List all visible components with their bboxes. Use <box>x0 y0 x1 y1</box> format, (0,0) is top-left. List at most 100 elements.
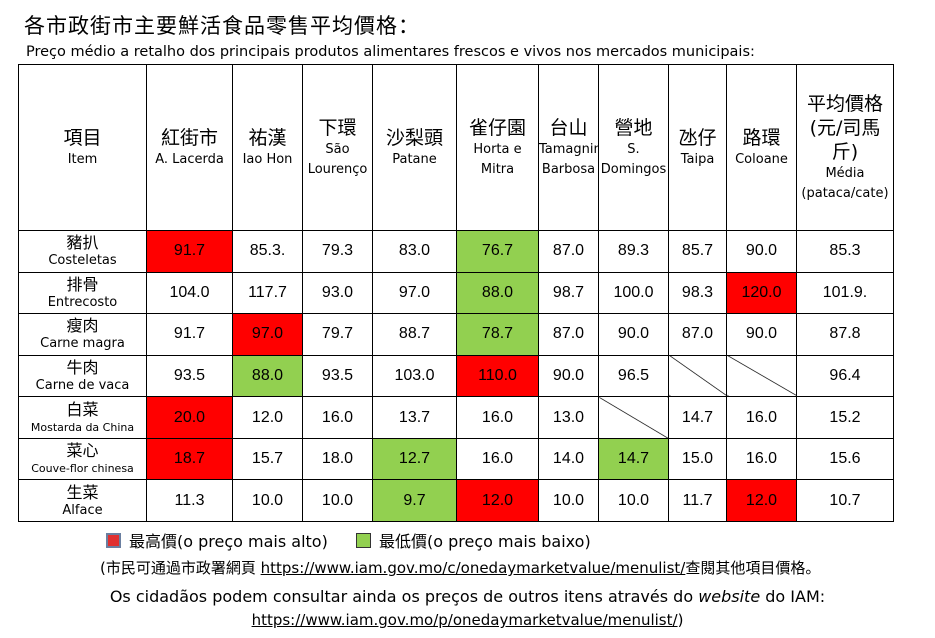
price-cell: 14.7 <box>598 437 669 481</box>
item-cell: 排骨 Entrecosto <box>18 271 147 315</box>
average-cell: 85.3 <box>796 230 894 273</box>
price-cell: 14.0 <box>538 437 599 481</box>
price-cell: 90.0 <box>726 230 797 273</box>
table-row: 排骨 Entrecosto 104.0 117.7 93.0 97.0 88.0 98.7 10… <box>18 271 894 315</box>
header-market: 下環 São Lourenço <box>302 64 373 231</box>
price-cell: 15.0 <box>668 437 727 481</box>
price-cell: 12.0 <box>232 396 303 439</box>
price-cell: 85.7 <box>668 230 727 273</box>
note-zh: (市民可通過市政署網頁 https://www.iam.gov.mo/c/one… <box>100 559 821 577</box>
price-cell: 96.5 <box>598 354 669 398</box>
average-cell: 15.6 <box>796 437 894 481</box>
header-market: 沙梨頭 Patane <box>372 64 457 231</box>
price-cell: 18.0 <box>302 437 373 481</box>
price-cell: 91.7 <box>146 230 233 273</box>
price-cell: 16.0 <box>726 396 797 439</box>
price-cell: 12.0 <box>456 479 539 522</box>
price-cell: 90.0 <box>538 354 599 398</box>
price-cell: 13.0 <box>538 396 599 439</box>
average-cell: 96.4 <box>796 354 894 398</box>
price-cell: 103.0 <box>372 354 457 398</box>
price-cell: 14.7 <box>668 396 727 439</box>
price-cell: 104.0 <box>146 271 233 315</box>
average-cell: 87.8 <box>796 313 894 356</box>
item-cell: 豬扒 Costeletas <box>18 230 147 273</box>
lowest-swatch-icon <box>356 533 371 548</box>
header-average: 平均價格 (元/司馬斤) Média (pataca/cate) <box>796 64 894 231</box>
price-cell: 79.7 <box>302 313 373 356</box>
table-row: 豬扒 Costeletas 91.7 85.3. 79.3 83.0 76.7 87.0 89.… <box>18 230 894 273</box>
note-pt: Os cidadãos podem consultar ainda os pre… <box>109 587 826 606</box>
table-row: 牛肉 Carne de vaca 93.5 88.0 93.5 103.0 110.0 90.… <box>18 354 894 398</box>
price-cell: 87.0 <box>538 313 599 356</box>
legend-lowest: 最低價(o preço mais baixo) <box>356 528 591 552</box>
item-cell: 生菜 Alface <box>18 479 147 522</box>
price-cell: 98.3 <box>668 271 727 315</box>
price-cell: 110.0 <box>456 354 539 398</box>
price-cell: 93.0 <box>302 271 373 315</box>
price-cell: 10.0 <box>538 479 599 522</box>
price-cell: 10.0 <box>232 479 303 522</box>
price-cell: 88.0 <box>232 354 303 398</box>
price-cell: 78.7 <box>456 313 539 356</box>
table-row: 菜心 Couve-flor chinesa 18.7 15.7 18.0 12.7 16.0… <box>18 437 894 481</box>
price-cell: 117.7 <box>232 271 303 315</box>
price-cell: 16.0 <box>302 396 373 439</box>
price-cell: 97.0 <box>232 313 303 356</box>
note-zh-link[interactable]: https://www.iam.gov.mo/c/onedaymarketval… <box>260 559 686 577</box>
item-cell: 白菜 Mostarda da China <box>18 396 147 439</box>
price-cell: 13.7 <box>372 396 457 439</box>
price-cell: 85.3. <box>232 230 303 273</box>
price-cell: 98.7 <box>538 271 599 315</box>
price-cell: 88.0 <box>456 271 539 315</box>
price-cell: 11.3 <box>146 479 233 522</box>
average-cell: 101.9. <box>796 271 894 315</box>
price-cell: 87.0 <box>538 230 599 273</box>
item-cell: 菜心 Couve-flor chinesa <box>18 437 147 481</box>
table-row: 瘦肉 Carne magra 91.7 97.0 79.7 88.7 78.7 87.0 90.… <box>18 313 894 356</box>
header-row: 項目 Item 紅街市 A. Lacerda 祐漢 Iao Hon 下環 São Lo… <box>18 64 894 231</box>
price-cell: 97.0 <box>372 271 457 315</box>
price-cell: 79.3 <box>302 230 373 273</box>
table-row: 白菜 Mostarda da China 20.0 12.0 16.0 13.7 16.0 1… <box>18 396 894 439</box>
price-cell: 9.7 <box>372 479 457 522</box>
table-row: 生菜 Alface 11.3 10.0 10.0 9.7 12.0 10.0 10.0 11.7 1… <box>18 479 894 522</box>
empty-cell <box>598 396 669 439</box>
header-market: 氹仔 Taipa <box>668 64 727 231</box>
price-cell: 16.0 <box>456 437 539 481</box>
price-cell: 16.0 <box>456 396 539 439</box>
item-cell: 牛肉 Carne de vaca <box>18 354 147 398</box>
header-market: 營地 S. Domingos <box>598 64 669 231</box>
page-subtitle: Preço médio a retalho dos principais pro… <box>26 44 755 60</box>
price-cell: 93.5 <box>146 354 233 398</box>
average-cell: 15.2 <box>796 396 894 439</box>
price-cell: 20.0 <box>146 396 233 439</box>
price-cell: 120.0 <box>726 271 797 315</box>
average-cell: 10.7 <box>796 479 894 522</box>
header-market: 路環 Coloane <box>726 64 797 231</box>
header-item: 項目 Item <box>18 64 147 231</box>
price-cell: 16.0 <box>726 437 797 481</box>
item-cell: 瘦肉 Carne magra <box>18 313 147 356</box>
legend-highest: 最高價(o preço mais alto) <box>106 528 328 552</box>
price-cell: 93.5 <box>302 354 373 398</box>
price-cell: 10.0 <box>302 479 373 522</box>
price-cell: 11.7 <box>668 479 727 522</box>
header-market: 祐漢 Iao Hon <box>232 64 303 231</box>
highest-swatch-icon <box>106 533 121 548</box>
note-pt-link[interactable]: https://www.iam.gov.mo/p/onedaymarketval… <box>251 611 678 629</box>
header-market: 雀仔園 Horta e Mitra <box>456 64 539 231</box>
price-cell: 10.0 <box>598 479 669 522</box>
price-cell: 100.0 <box>598 271 669 315</box>
price-table: 項目 Item 紅街市 A. Lacerda 祐漢 Iao Hon 下環 São Lo… <box>18 64 894 522</box>
page-title: 各市政街市主要鮮活食品零售平均價格： <box>24 14 420 38</box>
price-cell: 12.7 <box>372 437 457 481</box>
price-cell: 83.0 <box>372 230 457 273</box>
price-cell: 91.7 <box>146 313 233 356</box>
price-cell: 90.0 <box>598 313 669 356</box>
empty-cell <box>668 354 727 398</box>
price-cell: 12.0 <box>726 479 797 522</box>
price-cell: 18.7 <box>146 437 233 481</box>
price-cell: 88.7 <box>372 313 457 356</box>
price-cell: 90.0 <box>726 313 797 356</box>
